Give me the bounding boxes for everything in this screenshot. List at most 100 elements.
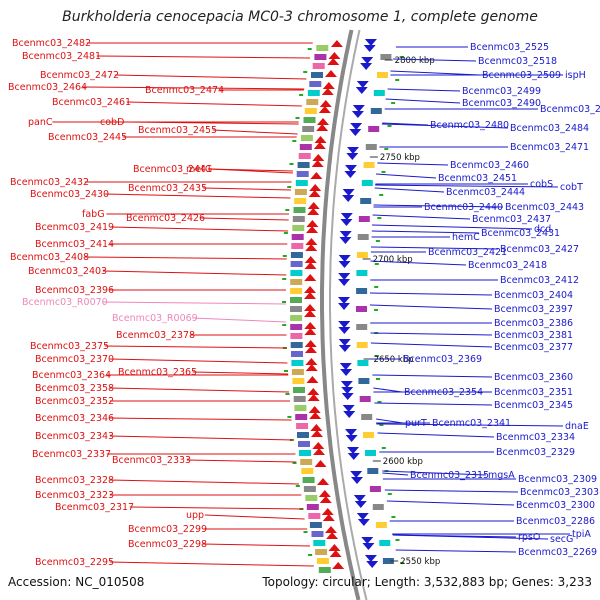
- cog-block: [356, 252, 368, 258]
- cog-block: [302, 477, 315, 483]
- right-gene-label: Bcenmc03_2451: [438, 173, 517, 184]
- left-gene-label: Bcenmc03_2435: [128, 183, 207, 194]
- right-connector: [370, 332, 493, 336]
- genome-summary: Topology: circular; Length: 3,532,883 bp…: [262, 575, 592, 589]
- cog-block: [300, 459, 313, 465]
- tick-mark: [375, 240, 380, 242]
- right-gene-label: Bcenmc03_2286: [516, 516, 595, 527]
- right-gene-label: Bcenmc03_2381: [494, 330, 573, 341]
- forward-gene-arrow: [310, 430, 323, 437]
- right-connector: [386, 500, 515, 506]
- cog-block: [291, 243, 304, 249]
- left-connector: [204, 514, 305, 520]
- forward-gene-arrow: [326, 532, 339, 539]
- left-gene-label: Bcenmc03_2375: [30, 341, 109, 352]
- cog-block: [290, 324, 303, 330]
- cog-block: [294, 189, 307, 195]
- forward-gene-arrow: [304, 328, 317, 335]
- forward-gene-arrow: [321, 508, 334, 515]
- forward-gene-arrow: [305, 244, 318, 251]
- left-connector: [126, 101, 302, 107]
- left-connector: [114, 74, 307, 80]
- reverse-gene-arrow: [360, 63, 373, 70]
- forward-gene-arrow: [304, 322, 317, 329]
- cog-block: [359, 396, 371, 402]
- right-connector: [370, 342, 493, 348]
- reverse-gene-arrow: [350, 471, 363, 478]
- left-connector: [109, 387, 290, 393]
- cog-block: [294, 198, 307, 204]
- right-connector: [370, 246, 499, 250]
- tick-mark: [282, 301, 286, 303]
- right-gene-label: rpsO: [518, 532, 540, 543]
- left-gene-label: Bcenmc03_2426: [126, 213, 205, 224]
- right-gene-label: Bcenmc03_2345: [494, 400, 573, 411]
- left-gene-label: metG: [186, 164, 212, 175]
- reverse-gene-arrow: [356, 81, 369, 88]
- cog-block: [303, 486, 316, 492]
- cog-block: [292, 378, 305, 384]
- left-gene-label: Bcenmc03_2408: [10, 252, 89, 263]
- cog-block: [297, 432, 309, 438]
- reverse-gene-arrow: [347, 453, 360, 460]
- left-gene-label: Bcenmc03_2298: [128, 539, 207, 550]
- cog-block: [294, 405, 307, 411]
- right-gene-label: Bcenmc03_2490: [462, 98, 541, 109]
- forward-gene-arrow: [305, 238, 318, 245]
- left-gene-label: cobD: [100, 117, 124, 128]
- tick-mark: [374, 286, 379, 288]
- left-connector: [186, 459, 297, 463]
- forward-gene-arrow: [328, 52, 341, 59]
- tick-mark: [381, 171, 386, 173]
- tick-mark: [374, 263, 379, 265]
- right-gene-label: Bcenmc03_2437: [472, 214, 551, 225]
- cog-block: [312, 63, 325, 69]
- reverse-gene-arrow: [338, 279, 351, 286]
- reverse-gene-arrow: [338, 273, 351, 280]
- cog-block: [291, 360, 304, 366]
- right-connector: [382, 470, 487, 476]
- left-connector: [129, 506, 304, 510]
- forward-gene-arrow: [324, 526, 337, 533]
- right-gene-label: Bcenmc03_2471: [510, 142, 589, 153]
- reverse-gene-arrow: [354, 501, 367, 508]
- right-connector: [393, 534, 549, 540]
- cog-block: [377, 72, 388, 78]
- forward-gene-arrow: [308, 406, 321, 413]
- right-connector: [373, 204, 504, 208]
- reverse-gene-arrow: [340, 369, 353, 376]
- left-gene-label: Bcenmc03_2295: [35, 557, 114, 568]
- reverse-gene-arrow: [338, 255, 351, 262]
- right-connector: [377, 432, 495, 438]
- right-gene-label: Bcenmc03_2460: [450, 160, 529, 171]
- kbp-label: 2650 kbp: [374, 355, 414, 365]
- tick-mark: [387, 125, 392, 127]
- cog-block: [306, 504, 319, 510]
- right-connector: [381, 123, 509, 129]
- forward-gene-arrow: [309, 184, 322, 191]
- forward-gene-arrow: [314, 136, 327, 143]
- left-gene-label: Bcenmc03_2430: [30, 189, 109, 200]
- forward-gene-arrow: [317, 478, 330, 485]
- map-title: Burkholderia cenocepacia MC0-3 chromosom…: [62, 9, 538, 25]
- cog-block: [304, 108, 317, 114]
- tick-mark: [282, 324, 287, 326]
- tick-mark: [303, 71, 308, 73]
- forward-gene-arrow: [319, 100, 332, 107]
- reverse-gene-arrow: [338, 297, 350, 304]
- tick-mark: [289, 163, 294, 165]
- cog-block: [363, 162, 375, 168]
- left-gene-label: Bcenmc03_2323: [35, 490, 114, 501]
- right-gene-label: Bcenmc03_2329: [496, 447, 575, 458]
- cog-block: [316, 558, 329, 564]
- cog-block: [379, 540, 391, 546]
- cog-block: [313, 540, 326, 546]
- reverse-gene-arrow: [356, 513, 369, 520]
- tick-mark: [377, 401, 382, 403]
- forward-gene-arrow: [322, 82, 335, 89]
- right-gene-label: Bcenmc03_2480: [430, 120, 509, 131]
- cog-block: [297, 162, 310, 168]
- left-gene-label: Bcenmc03_2482: [12, 38, 91, 49]
- right-connector: [395, 549, 517, 553]
- tick-mark: [395, 79, 400, 81]
